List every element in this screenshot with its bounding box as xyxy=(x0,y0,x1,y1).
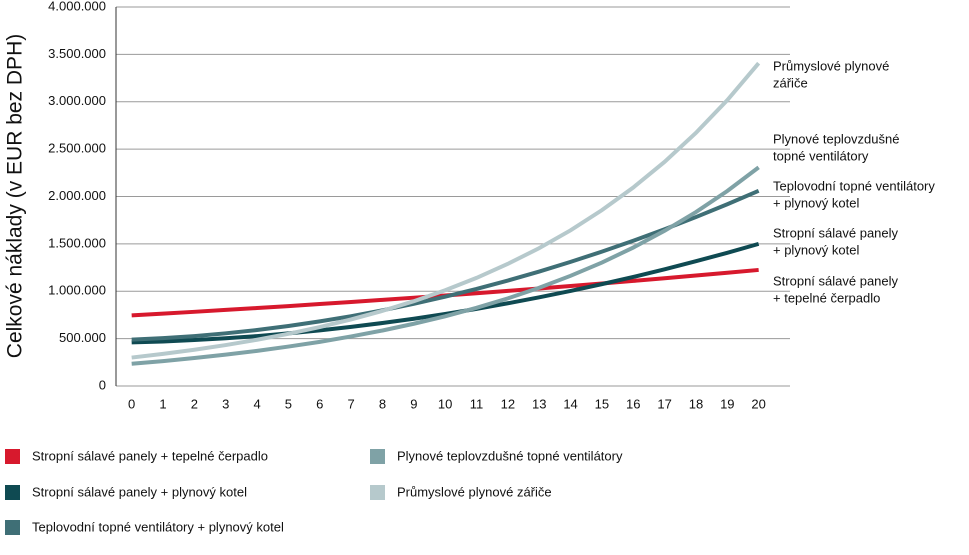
x-tick-label: 20 xyxy=(751,396,765,411)
x-tick-label: 10 xyxy=(438,396,452,411)
end-label: Stropní sálavé panely xyxy=(773,225,899,240)
x-tick-label: 16 xyxy=(626,396,640,411)
x-tick-label: 12 xyxy=(501,396,515,411)
end-label: + tepelné čerpadlo xyxy=(773,290,880,305)
legend-swatch xyxy=(5,449,20,464)
legend-label: Teplovodní topné ventilátory + plynový k… xyxy=(32,519,284,534)
series-line xyxy=(131,267,759,318)
legend-swatch xyxy=(5,485,20,500)
x-tick-label: 8 xyxy=(379,396,386,411)
x-tick-label: 2 xyxy=(191,396,198,411)
y-tick-label: 1.500.000 xyxy=(48,235,106,250)
legend-label: Průmyslové plynové zářiče xyxy=(397,484,552,499)
x-tick-label: 0 xyxy=(128,396,135,411)
end-label: Teplovodní topné ventilátory xyxy=(773,178,935,193)
end-label: zářiče xyxy=(773,75,808,90)
x-tick-label: 18 xyxy=(689,396,703,411)
y-tick-label: 1.000.000 xyxy=(48,283,106,298)
x-tick-label: 17 xyxy=(657,396,671,411)
series-line xyxy=(131,61,761,360)
x-tick-label: 7 xyxy=(347,396,354,411)
legend-swatch xyxy=(5,520,20,535)
legend-label: Stropní sálavé panely + tepelné čerpadlo xyxy=(32,448,268,463)
series-line xyxy=(131,241,760,345)
x-tick-label: 6 xyxy=(316,396,323,411)
y-tick-label: 2.500.000 xyxy=(48,141,106,156)
legend-swatch xyxy=(370,485,385,500)
legend-label: Plynové teplovzdušné topné ventilátory xyxy=(397,448,623,463)
end-label: Plynové teplovzdušné xyxy=(773,131,899,146)
end-label: topné ventilátory xyxy=(773,148,869,163)
y-axis-title: Celkové náklady (v EUR bez DPH) xyxy=(4,34,27,358)
y-tick-label: 4.000.000 xyxy=(48,0,106,13)
series-line xyxy=(131,165,760,366)
y-tick-label: 3.000.000 xyxy=(48,93,106,108)
series-line xyxy=(131,188,760,342)
x-tick-label: 9 xyxy=(410,396,417,411)
end-label: Stropní sálavé panely xyxy=(773,273,899,288)
x-tick-label: 14 xyxy=(563,396,577,411)
x-tick-label: 1 xyxy=(159,396,166,411)
x-tick-label: 3 xyxy=(222,396,229,411)
y-tick-label: 0 xyxy=(99,377,106,392)
x-tick-label: 4 xyxy=(253,396,260,411)
x-tick-label: 5 xyxy=(285,396,292,411)
legend-swatch xyxy=(370,449,385,464)
x-tick-label: 15 xyxy=(595,396,609,411)
end-label: + plynový kotel xyxy=(773,195,859,210)
end-label: + plynový kotel xyxy=(773,242,859,257)
y-tick-label: 3.500.000 xyxy=(48,46,106,61)
y-tick-label: 2.000.000 xyxy=(48,188,106,203)
end-label: Průmyslové plynové xyxy=(773,58,889,73)
y-tick-label: 500.000 xyxy=(59,330,106,345)
x-tick-label: 11 xyxy=(470,396,484,411)
legend-label: Stropní sálavé panely + plynový kotel xyxy=(32,484,247,499)
x-tick-label: 13 xyxy=(532,396,546,411)
x-tick-label: 19 xyxy=(720,396,734,411)
